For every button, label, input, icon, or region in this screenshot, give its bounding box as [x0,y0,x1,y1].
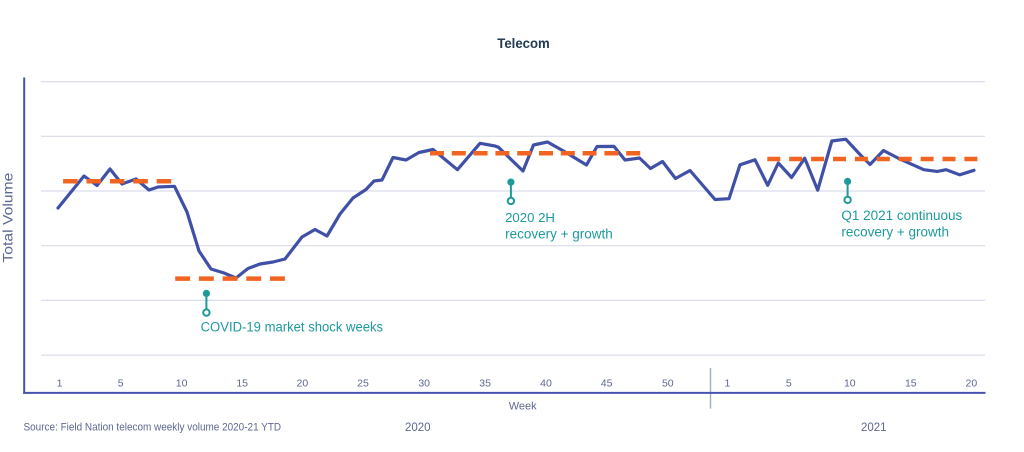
svg-text:COVID-19 market shock weeks: COVID-19 market shock weeks [201,319,384,334]
svg-text:40: 40 [540,378,552,390]
svg-text:5: 5 [118,378,124,390]
svg-text:Total Volume: Total Volume [0,172,15,262]
svg-text:15: 15 [905,378,917,390]
svg-text:1: 1 [724,378,730,390]
svg-text:20: 20 [966,378,978,390]
svg-text:10: 10 [176,378,188,390]
svg-text:2020 2H: 2020 2H [505,210,555,225]
svg-text:10: 10 [844,378,856,390]
svg-text:30: 30 [418,378,430,390]
svg-text:Q1 2021 continuous: Q1 2021 continuous [841,208,962,223]
svg-text:50: 50 [662,378,674,390]
svg-text:15: 15 [236,378,248,390]
svg-text:20: 20 [297,378,309,390]
svg-text:45: 45 [601,378,613,390]
svg-text:2020: 2020 [405,422,431,434]
svg-text:Source: Field Nation telecom w: Source: Field Nation telecom weekly volu… [24,421,282,433]
svg-text:35: 35 [479,378,491,390]
svg-text:Week: Week [509,400,537,412]
svg-text:2021: 2021 [861,422,887,434]
svg-text:Telecom: Telecom [497,35,550,51]
svg-text:1: 1 [57,378,63,390]
svg-text:recovery + growth: recovery + growth [841,224,949,239]
svg-text:recovery + growth: recovery + growth [505,226,613,241]
svg-text:5: 5 [786,378,792,390]
svg-text:25: 25 [357,378,369,390]
